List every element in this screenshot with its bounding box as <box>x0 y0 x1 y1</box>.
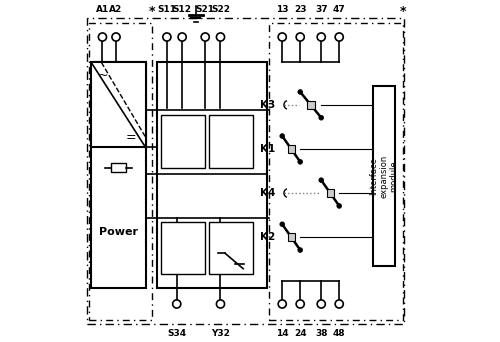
Bar <box>111 163 126 172</box>
Circle shape <box>298 159 302 164</box>
Circle shape <box>280 222 284 227</box>
Text: 13: 13 <box>276 5 288 14</box>
Text: K1: K1 <box>260 144 276 154</box>
Circle shape <box>319 115 324 120</box>
Text: S22: S22 <box>211 5 230 14</box>
Circle shape <box>317 300 326 308</box>
Bar <box>161 222 205 275</box>
Text: 47: 47 <box>333 5 345 14</box>
Text: Power: Power <box>99 227 138 237</box>
Circle shape <box>216 300 224 308</box>
Text: 24: 24 <box>294 329 306 338</box>
Bar <box>161 115 205 168</box>
Text: Interface
expansion
module: Interface expansion module <box>369 155 398 198</box>
Bar <box>91 63 146 147</box>
Text: 23: 23 <box>294 5 306 14</box>
Circle shape <box>335 33 344 41</box>
Text: Reset/
Start: Reset/ Start <box>164 237 202 260</box>
Text: S12: S12 <box>172 5 192 14</box>
Text: ~: ~ <box>98 69 108 82</box>
Text: 14: 14 <box>276 329 288 338</box>
Text: Input: Input <box>215 136 248 146</box>
Text: K3: K3 <box>260 100 276 110</box>
Text: =: = <box>126 131 136 144</box>
Circle shape <box>278 300 286 308</box>
Text: S34: S34 <box>167 329 186 338</box>
Circle shape <box>98 33 106 41</box>
Bar <box>327 189 334 197</box>
Text: 48: 48 <box>333 329 345 338</box>
Circle shape <box>280 134 284 139</box>
Text: K4: K4 <box>260 188 276 198</box>
Bar <box>373 86 395 266</box>
Bar <box>288 234 294 241</box>
Bar <box>156 63 267 288</box>
Circle shape <box>296 300 304 308</box>
Bar <box>306 101 314 108</box>
Text: Y32: Y32 <box>211 329 230 338</box>
Bar <box>210 222 254 275</box>
Text: 37: 37 <box>315 5 328 14</box>
Bar <box>288 145 294 153</box>
Bar <box>89 24 152 320</box>
Text: A1: A1 <box>96 5 109 14</box>
Circle shape <box>178 33 186 41</box>
Circle shape <box>172 300 181 308</box>
Circle shape <box>337 203 342 208</box>
Text: *: * <box>149 5 156 18</box>
Circle shape <box>319 178 324 183</box>
Circle shape <box>335 300 344 308</box>
Bar <box>268 24 402 320</box>
Bar <box>91 63 146 288</box>
Text: A2: A2 <box>110 5 122 14</box>
Circle shape <box>278 33 286 41</box>
Text: 38: 38 <box>315 329 328 338</box>
Circle shape <box>317 33 326 41</box>
Text: S11: S11 <box>158 5 176 14</box>
Circle shape <box>298 248 302 252</box>
Text: *: * <box>400 5 406 18</box>
Text: K2: K2 <box>260 232 276 242</box>
Bar <box>210 115 254 168</box>
Circle shape <box>163 33 171 41</box>
Circle shape <box>296 33 304 41</box>
Circle shape <box>298 90 302 94</box>
Text: S21: S21 <box>196 5 214 14</box>
Circle shape <box>112 33 120 41</box>
Text: Input: Input <box>166 136 200 146</box>
Circle shape <box>216 33 224 41</box>
Circle shape <box>201 33 209 41</box>
